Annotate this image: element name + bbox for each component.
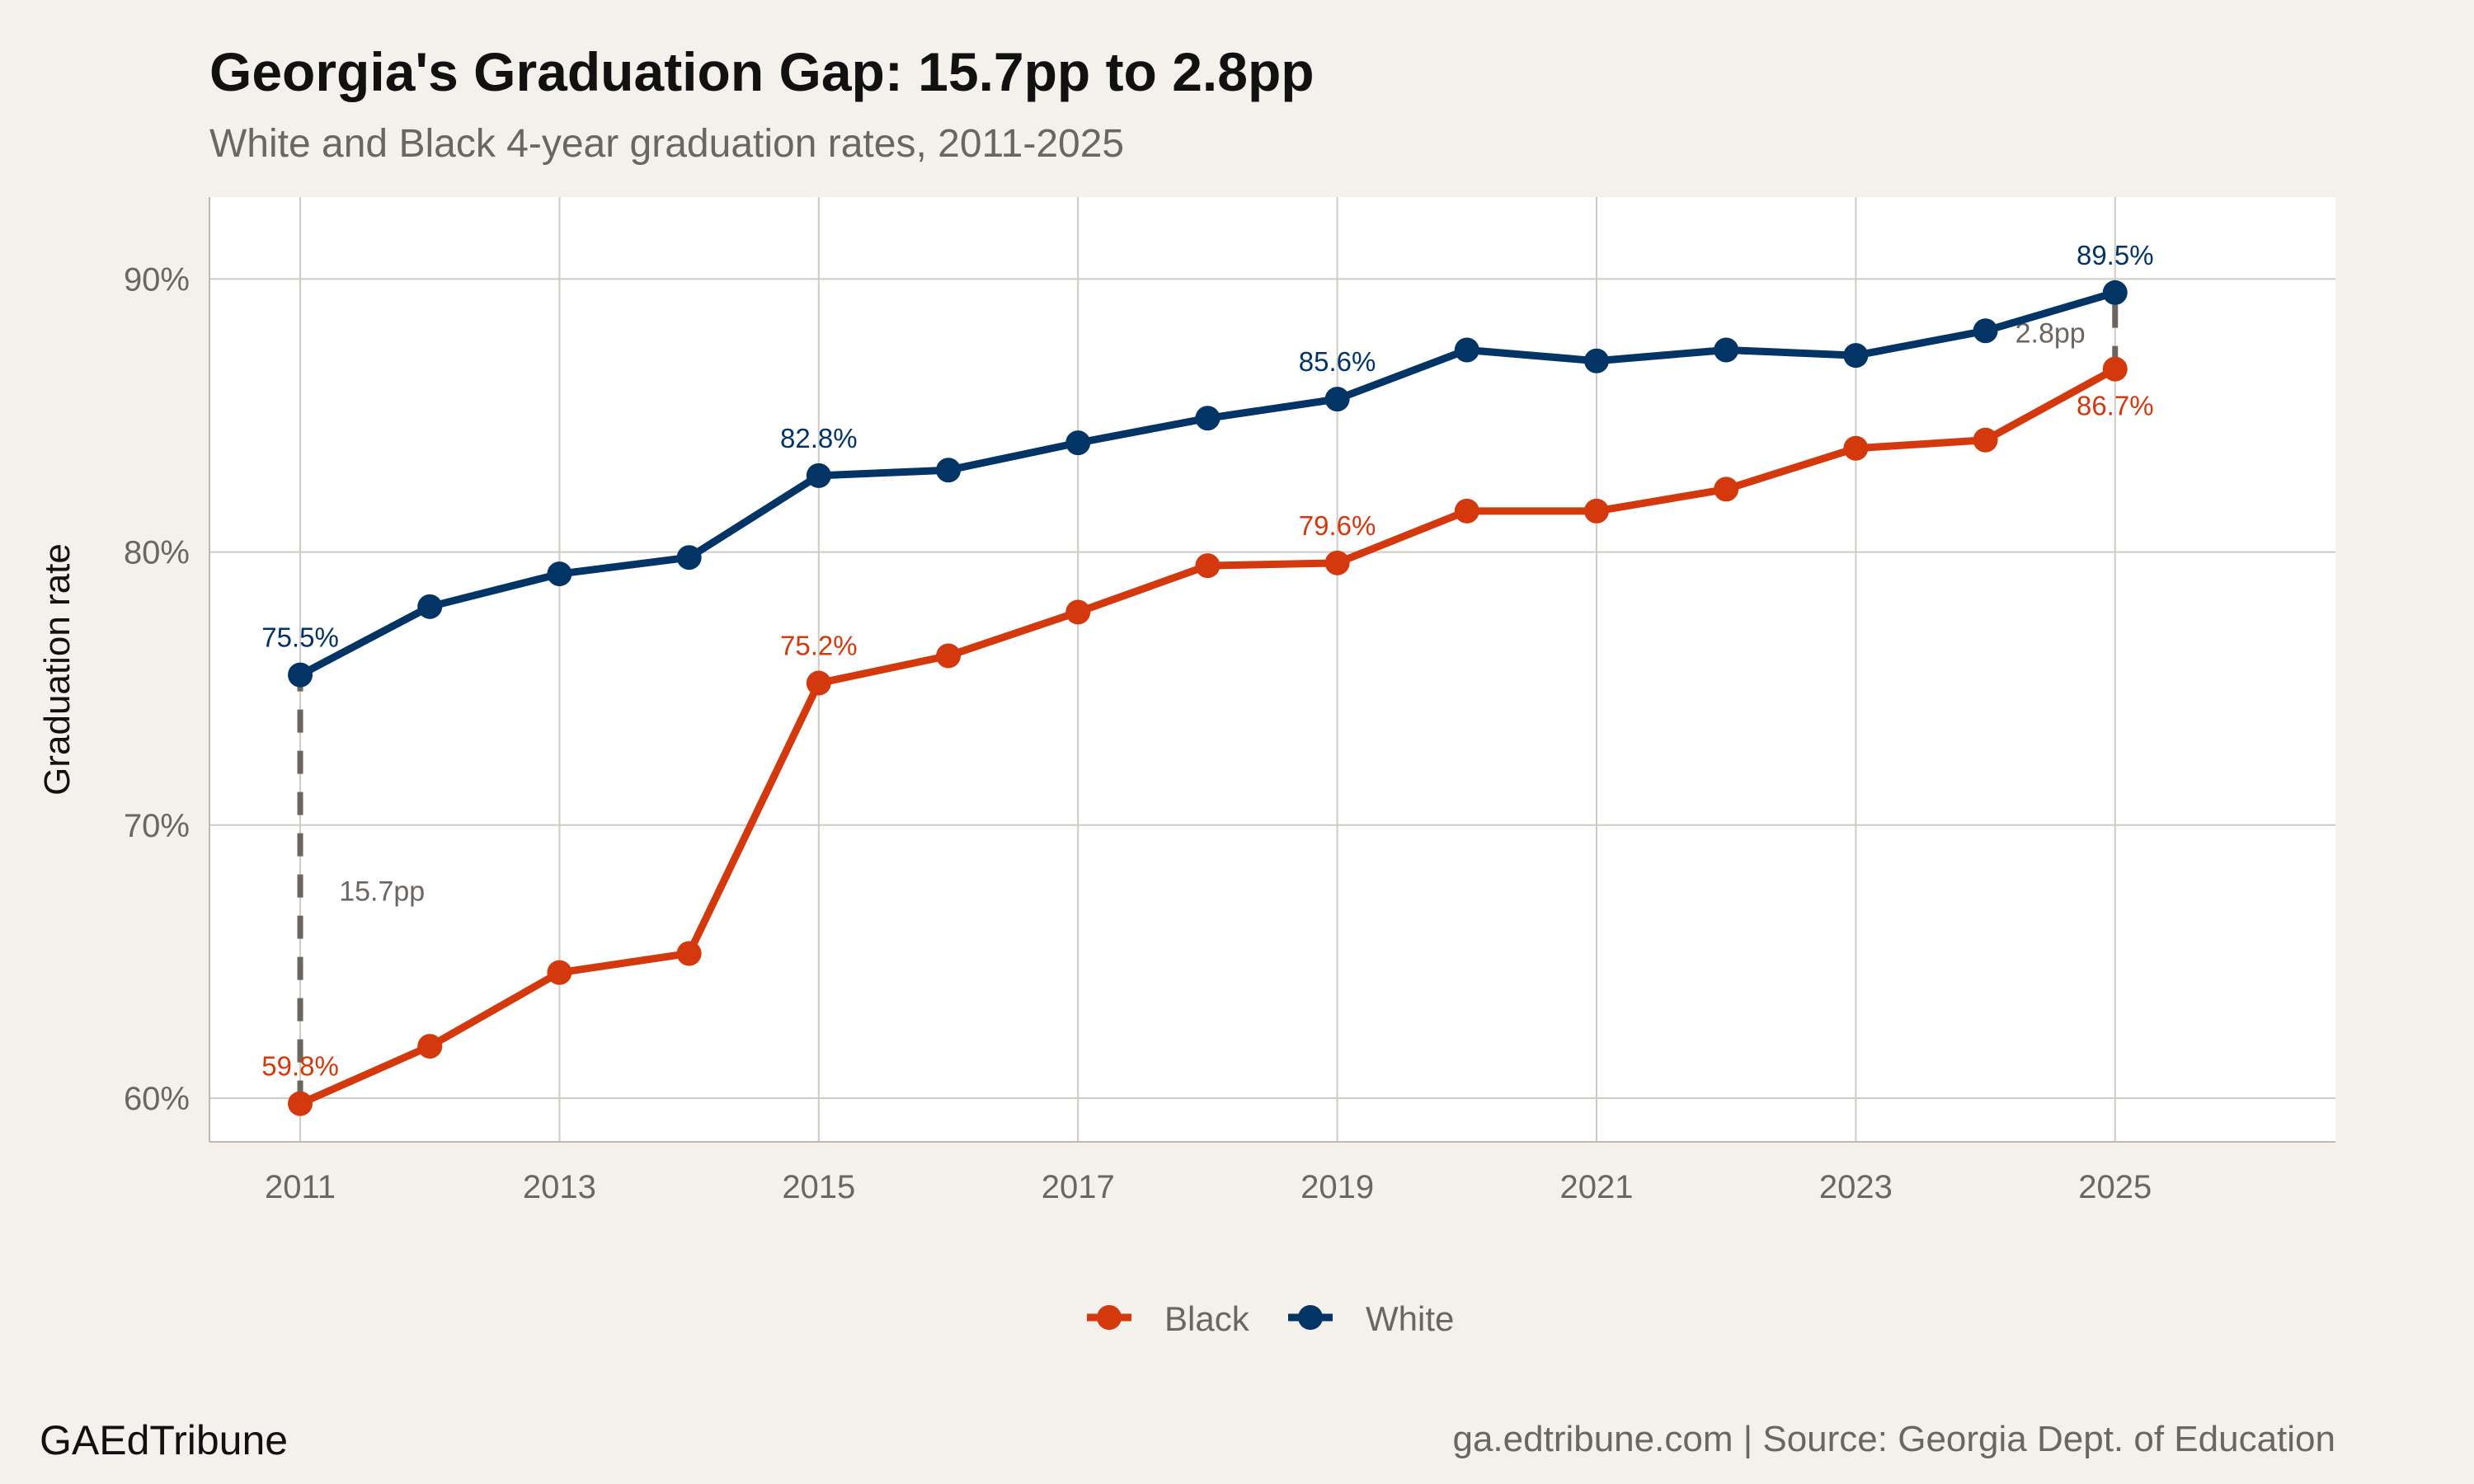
legend-marker-white [1298,1305,1323,1330]
data-label-white: 82.8% [780,423,858,453]
legend-label-black: Black [1164,1299,1250,1338]
data-point-black [806,670,831,696]
data-point-white [1583,348,1609,373]
data-point-black [1714,477,1739,502]
data-point-black [288,1091,313,1116]
data-point-white [417,594,443,619]
y-axis-title: Graduation rate [37,543,78,796]
x-tick-label: 2019 [1300,1169,1374,1205]
chart-subtitle: White and Black 4-year graduation rates,… [209,122,1124,166]
legend-item-black[interactable]: Black [1087,1299,1250,1338]
data-point-white [1324,387,1350,412]
data-point-white [676,545,702,571]
gap-label: 15.7pp [339,876,425,908]
data-point-white [936,458,962,483]
data-label-black: 59.8% [261,1051,339,1082]
gap-label: 2.8pp [2015,317,2086,349]
x-tick-label: 2013 [523,1169,596,1205]
data-point-black [417,1034,443,1059]
y-tick-label: 80% [124,535,190,571]
data-label-white: 85.6% [1299,346,1376,377]
data-point-black [1843,435,1869,461]
data-point-black [1195,553,1221,579]
legend-marker-black [1097,1305,1122,1330]
data-point-white [1195,406,1221,431]
data-label-white: 75.5% [261,622,339,653]
y-tick-label: 60% [124,1081,190,1117]
plot-panel [209,197,2335,1142]
data-point-white [288,662,313,688]
y-tick-label: 70% [124,808,190,844]
x-tick-label: 2015 [782,1169,855,1205]
data-point-white [1065,430,1091,456]
data-point-black [2102,356,2128,382]
footer-source: ga.edtribune.com | Source: Georgia Dept.… [1452,1419,2335,1459]
data-point-black [1065,599,1091,625]
legend: Black White [1087,1299,1454,1338]
data-point-white [1843,343,1869,369]
data-label-black: 75.2% [780,631,858,661]
data-point-black [936,643,962,669]
x-tick-label: 2017 [1042,1169,1115,1205]
x-tick-label: 2011 [265,1169,336,1205]
data-label-black: 86.7% [2077,391,2154,421]
data-label-white: 89.5% [2077,240,2154,270]
data-label-black: 79.6% [1299,510,1376,541]
data-point-black [1583,498,1609,524]
data-point-white [2102,279,2128,305]
legend-label-white: White [1366,1299,1454,1338]
data-point-white [1454,337,1479,363]
data-point-black [1973,427,1998,453]
data-point-black [676,941,702,966]
data-point-white [1973,318,1998,344]
data-point-white [1714,337,1739,363]
data-point-black [1324,550,1350,575]
y-tick-label: 90% [124,261,190,298]
chart-title: Georgia's Graduation Gap: 15.7pp to 2.8p… [209,41,1315,102]
data-point-black [547,960,572,985]
legend-item-white[interactable]: White [1288,1299,1454,1338]
x-tick-label: 2021 [1559,1169,1633,1205]
data-point-black [1454,498,1479,524]
x-tick-label: 2025 [2078,1169,2152,1205]
data-point-white [547,561,572,587]
footer-brand: GAEdTribune [40,1417,288,1463]
x-tick-label: 2023 [1819,1169,1893,1205]
data-point-white [806,463,831,488]
